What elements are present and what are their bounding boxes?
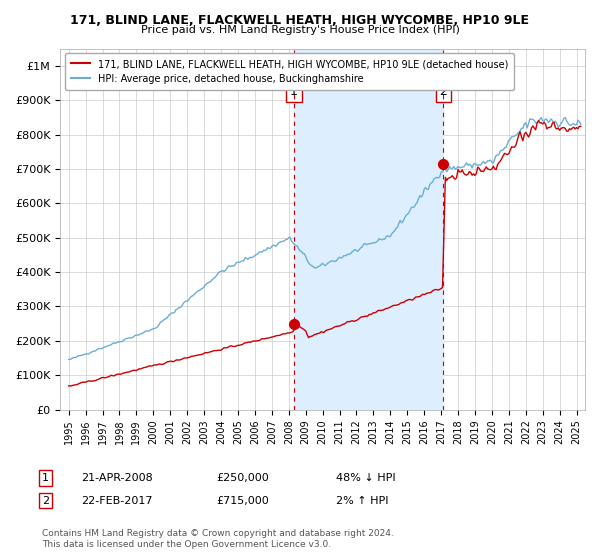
Text: 2% ↑ HPI: 2% ↑ HPI — [336, 496, 389, 506]
Text: 2: 2 — [440, 86, 448, 99]
Text: £715,000: £715,000 — [216, 496, 269, 506]
Text: £250,000: £250,000 — [216, 473, 269, 483]
Text: 1: 1 — [290, 86, 298, 99]
Text: 21-APR-2008: 21-APR-2008 — [81, 473, 153, 483]
Text: 2: 2 — [42, 496, 49, 506]
Bar — [294, 49, 443, 409]
Text: 171, BLIND LANE, FLACKWELL HEATH, HIGH WYCOMBE, HP10 9LE: 171, BLIND LANE, FLACKWELL HEATH, HIGH W… — [71, 14, 530, 27]
Text: 1: 1 — [42, 473, 49, 483]
Text: Price paid vs. HM Land Registry's House Price Index (HPI): Price paid vs. HM Land Registry's House … — [140, 25, 460, 35]
Text: 48% ↓ HPI: 48% ↓ HPI — [336, 473, 395, 483]
Legend: 171, BLIND LANE, FLACKWELL HEATH, HIGH WYCOMBE, HP10 9LE (detached house), HPI: : 171, BLIND LANE, FLACKWELL HEATH, HIGH W… — [65, 53, 514, 90]
Text: Contains HM Land Registry data © Crown copyright and database right 2024.
This d: Contains HM Land Registry data © Crown c… — [42, 529, 394, 549]
Text: 22-FEB-2017: 22-FEB-2017 — [81, 496, 152, 506]
